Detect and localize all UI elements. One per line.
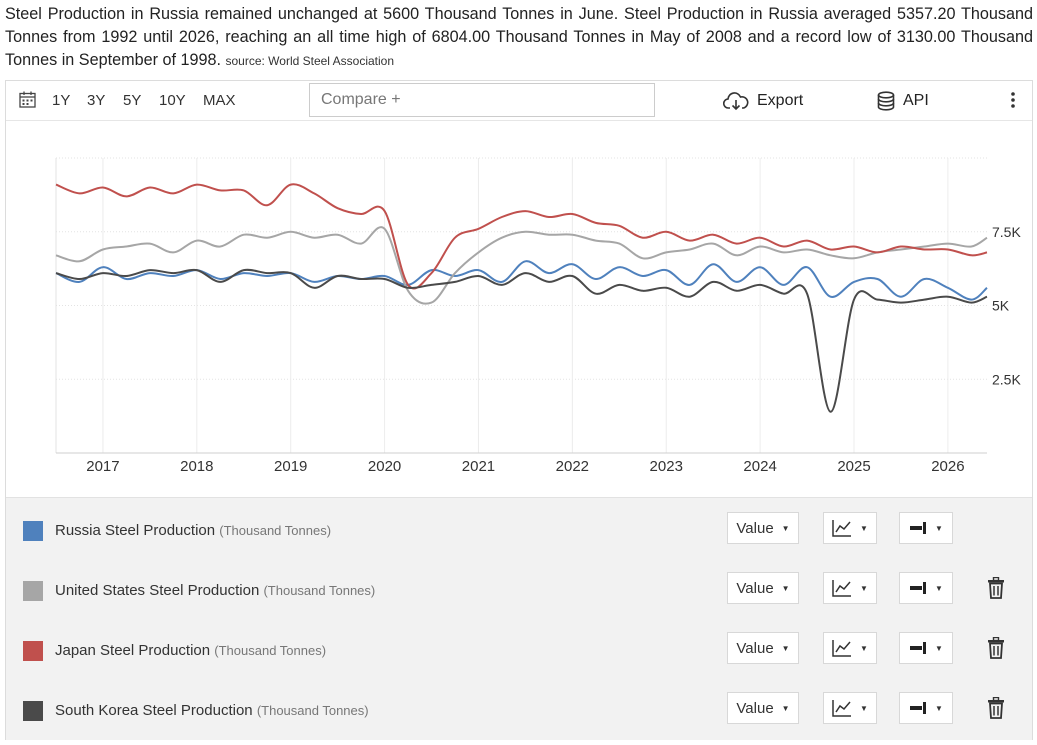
api-label: API: [903, 92, 929, 109]
x-tick-label: 2023: [650, 458, 683, 475]
compare-input[interactable]: [309, 83, 655, 117]
chart-type-select[interactable]: ▼: [823, 512, 877, 544]
x-tick-label: 2021: [462, 458, 495, 475]
range-1y-button[interactable]: 1Y: [52, 92, 71, 109]
value-select[interactable]: Value ▼: [727, 512, 799, 544]
series-line: [55, 268, 988, 413]
line-chart-icon: [832, 520, 852, 537]
series-label: Russia Steel Production: [55, 522, 216, 539]
series-label: United States Steel Production: [55, 582, 260, 599]
series-name: United States Steel Production (Thousand…: [55, 582, 375, 599]
chart-type-select[interactable]: ▼: [823, 572, 877, 604]
series-label: Japan Steel Production: [55, 642, 211, 659]
trash-icon[interactable]: [987, 577, 1005, 599]
value-select[interactable]: Value ▼: [727, 692, 799, 724]
caret-down-icon: ▼: [860, 523, 868, 533]
axis-align-icon: [910, 702, 927, 714]
series-name: Japan Steel Production (Thousand Tonnes): [55, 642, 326, 659]
x-tick-label: 2025: [837, 458, 870, 475]
legend-row: South Korea Steel Production (Thousand T…: [6, 678, 1032, 738]
axis-select[interactable]: ▼: [899, 572, 953, 604]
series-unit: (Thousand Tonnes): [214, 643, 327, 658]
series-unit: (Thousand Tonnes): [256, 703, 369, 718]
series-line: [55, 226, 988, 305]
caret-down-icon: ▼: [781, 523, 790, 533]
chart-type-select[interactable]: ▼: [823, 692, 877, 724]
y-tick-label: 7.5K: [992, 224, 1021, 240]
axis-select[interactable]: ▼: [899, 692, 953, 724]
caret-down-icon: ▼: [781, 583, 790, 593]
series-line: [55, 260, 988, 301]
caret-down-icon: ▼: [935, 523, 943, 533]
chart-toolbar: 1Y 3Y 5Y 10Y MAX Export API: [6, 81, 1032, 121]
x-tick-label: 2020: [368, 458, 401, 475]
x-tick-label: 2022: [556, 458, 589, 475]
source-label: source: World Steel Association: [225, 53, 395, 68]
chart-widget: 1Y 3Y 5Y 10Y MAX Export API 201: [5, 80, 1033, 740]
chart-type-select[interactable]: ▼: [823, 632, 877, 664]
series-color-swatch: [23, 641, 43, 661]
caret-down-icon: ▼: [781, 703, 790, 713]
range-3y-button[interactable]: 3Y: [87, 92, 106, 109]
series-color-swatch: [23, 521, 43, 541]
line-chart-icon: [832, 640, 852, 657]
axis-align-icon: [910, 582, 927, 594]
description-text: Steel Production in Russia remained unch…: [5, 5, 1033, 69]
caret-down-icon: ▼: [935, 643, 943, 653]
line-chart: 2017 2018 2019 2020 2021 2022 2023 2024 2025 2026…: [55, 157, 1021, 475]
export-label: Export: [757, 92, 804, 109]
value-select-label: Value: [736, 699, 774, 717]
line-chart-icon: [832, 700, 852, 717]
legend-row: Russia Steel Production (Thousand Tonnes…: [6, 498, 1032, 558]
x-tick-label: 2024: [743, 458, 776, 475]
api-button[interactable]: API: [877, 89, 929, 113]
value-select[interactable]: Value ▼: [727, 572, 799, 604]
value-select-label: Value: [736, 519, 774, 537]
kebab-menu-icon[interactable]: [1009, 91, 1017, 109]
trash-icon[interactable]: [987, 697, 1005, 719]
calendar-icon[interactable]: [19, 91, 36, 108]
value-select-label: Value: [736, 639, 774, 657]
value-select-label: Value: [736, 579, 774, 597]
export-button[interactable]: Export: [723, 89, 803, 113]
y-tick-label: 2.5K: [992, 371, 1021, 387]
line-chart-icon: [832, 580, 852, 597]
legend-panel: Russia Steel Production (Thousand Tonnes…: [6, 497, 1032, 740]
series-unit: (Thousand Tonnes): [219, 523, 332, 538]
x-tick-label: 2026: [931, 458, 964, 475]
series-name: Russia Steel Production (Thousand Tonnes…: [55, 522, 331, 539]
legend-row: Japan Steel Production (Thousand Tonnes)…: [6, 618, 1032, 678]
database-icon: [877, 91, 895, 111]
value-select[interactable]: Value ▼: [727, 632, 799, 664]
series-name: South Korea Steel Production (Thousand T…: [55, 702, 369, 719]
range-10y-button[interactable]: 10Y: [159, 92, 186, 109]
description: Steel Production in Russia remained unch…: [5, 3, 1033, 72]
legend-row: United States Steel Production (Thousand…: [6, 558, 1032, 618]
cloud-download-icon: [723, 92, 749, 111]
y-tick-label: 5K: [992, 298, 1010, 314]
series-color-swatch: [23, 701, 43, 721]
x-tick-label: 2017: [86, 458, 119, 475]
x-tick-label: 2018: [180, 458, 213, 475]
axis-align-icon: [910, 522, 927, 534]
axis-select[interactable]: ▼: [899, 512, 953, 544]
caret-down-icon: ▼: [860, 703, 868, 713]
caret-down-icon: ▼: [935, 703, 943, 713]
series-line: [55, 183, 988, 290]
caret-down-icon: ▼: [860, 583, 868, 593]
x-tick-label: 2019: [274, 458, 307, 475]
axis-select[interactable]: ▼: [899, 632, 953, 664]
series-color-swatch: [23, 581, 43, 601]
series-unit: (Thousand Tonnes): [263, 583, 376, 598]
series-label: South Korea Steel Production: [55, 702, 253, 719]
range-5y-button[interactable]: 5Y: [123, 92, 142, 109]
range-max-button[interactable]: MAX: [203, 92, 236, 109]
caret-down-icon: ▼: [935, 583, 943, 593]
axis-align-icon: [910, 642, 927, 654]
caret-down-icon: ▼: [781, 643, 790, 653]
trash-icon[interactable]: [987, 637, 1005, 659]
caret-down-icon: ▼: [860, 643, 868, 653]
